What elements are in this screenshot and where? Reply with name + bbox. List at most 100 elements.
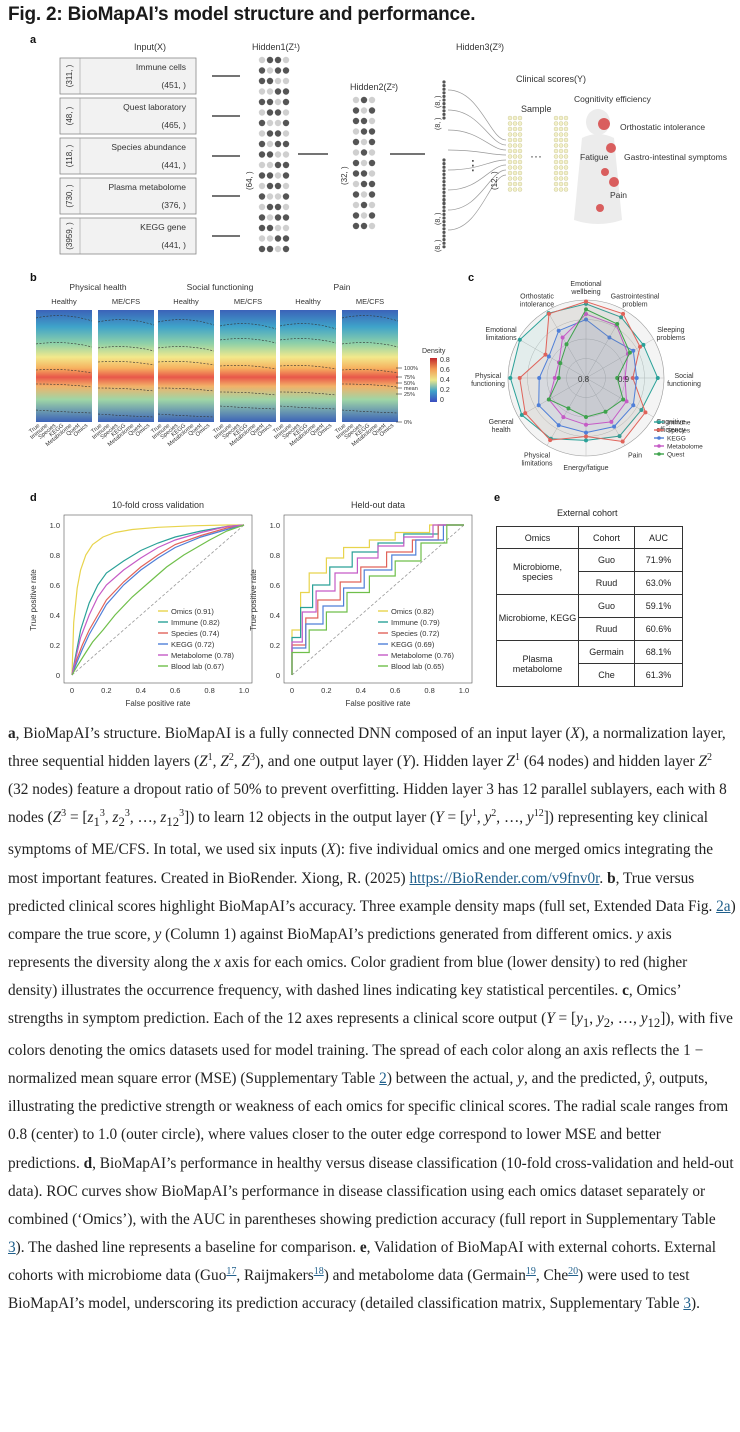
roc-legend-label: Omics (0.82) bbox=[391, 607, 434, 616]
roc-curve bbox=[291, 524, 464, 675]
radar-legend-label: Immune bbox=[667, 420, 691, 427]
radar-point bbox=[566, 406, 571, 411]
sublayer-dim: (8, ) bbox=[435, 213, 442, 225]
radar-point bbox=[643, 410, 648, 415]
roc-legend-label: Omics (0.91) bbox=[171, 607, 214, 616]
input-samples: (451, ) bbox=[161, 80, 186, 90]
auc-cell: 59.1% bbox=[634, 594, 683, 618]
input-name: Immune cells bbox=[136, 62, 186, 72]
roc-curve bbox=[71, 524, 245, 676]
subgroup-title: ME/CFS bbox=[234, 297, 262, 306]
radar-axis-label: Social functioning bbox=[667, 373, 701, 388]
percentile-tick: 25% bbox=[404, 392, 415, 398]
radar-point bbox=[584, 415, 588, 419]
radar-point bbox=[615, 376, 620, 380]
radar-point bbox=[631, 403, 636, 408]
table-row: Ruud 60.6% bbox=[497, 617, 683, 641]
radar-point bbox=[617, 434, 622, 439]
input-box bbox=[59, 57, 197, 95]
roc-curve bbox=[291, 524, 464, 675]
sublayer-dim: (8, ) bbox=[435, 118, 442, 130]
roc-legend-label: Metabolome (0.76) bbox=[391, 651, 454, 660]
input-features: (118, ) bbox=[65, 144, 74, 167]
radar-point bbox=[519, 413, 524, 418]
roc-title: Held-out data bbox=[351, 500, 405, 510]
input-name: KEGG gene bbox=[140, 222, 186, 232]
roc-x-tick: 1.0 bbox=[459, 686, 469, 695]
hidden3-dim: (12, ) bbox=[490, 171, 499, 190]
radar-point bbox=[639, 407, 644, 412]
external-cohort-table: Omics Cohort AUC Microbiome, species Guo… bbox=[496, 526, 683, 687]
supp-table-2-link[interactable]: 2 bbox=[379, 1070, 387, 1088]
roc-curve bbox=[291, 524, 464, 675]
biorender-link[interactable]: https://BioRender.com/v9fnv0r bbox=[409, 869, 600, 887]
table-row: Ruud 63.0% bbox=[497, 571, 683, 595]
symptom-label: Gastro-intestinal symptoms bbox=[624, 152, 727, 162]
radar-axis-label: Gastrointestinal problem bbox=[611, 293, 660, 308]
roc-ylabel: True positive rate bbox=[29, 569, 38, 631]
radar-axis-label: Emotional wellbeing bbox=[570, 281, 602, 296]
radar-point bbox=[627, 350, 632, 355]
radar-legend-label: Quest bbox=[667, 452, 685, 459]
subgroup-title: Healthy bbox=[173, 297, 199, 306]
roc-y-tick: 0.8 bbox=[50, 551, 60, 560]
radar-legend-label: Metabolome bbox=[667, 444, 703, 451]
supp-table-3b-link[interactable]: 3 bbox=[683, 1294, 691, 1312]
panel-c-label: c bbox=[468, 272, 475, 284]
radar-axis-label: Physical limitations bbox=[521, 453, 553, 468]
panel-a: a Input(X) Hidden1(Z¹) Hidden2(Z²) Hidde… bbox=[0, 30, 740, 270]
input-features: (311, ) bbox=[65, 64, 74, 87]
radar-axis-label: Orthostatic intolerance bbox=[520, 293, 555, 308]
roc-x-tick: 0.2 bbox=[321, 686, 331, 695]
input-samples: (441, ) bbox=[161, 160, 186, 170]
supp-table-3-link[interactable]: 3 bbox=[8, 1238, 16, 1256]
roc-baseline bbox=[291, 524, 465, 676]
roc-x-tick: 0 bbox=[70, 686, 74, 695]
roc-legend-label: Blood lab (0.65) bbox=[391, 662, 444, 671]
radar-point bbox=[615, 321, 620, 326]
external-cohort-title: External cohort bbox=[557, 508, 618, 518]
radar-point bbox=[623, 376, 627, 380]
radar-point bbox=[536, 403, 541, 408]
cohort-cell: Guo bbox=[578, 548, 635, 572]
roc-title: 10-fold cross validation bbox=[112, 500, 204, 510]
auc-cell: 60.6% bbox=[634, 617, 683, 641]
figure-title: Fig. 2: BioMapAI’s model structure and p… bbox=[8, 4, 476, 25]
radar-legend-label: KEGG bbox=[667, 436, 686, 443]
radar-point bbox=[543, 352, 548, 357]
ext-fig-link[interactable]: 2a bbox=[716, 897, 731, 915]
panel-d-label: d bbox=[30, 492, 37, 504]
table-row: Che 61.3% bbox=[497, 663, 683, 687]
density-tick: 0.4 bbox=[440, 377, 450, 384]
clinical-header: Clinical scores(Y) bbox=[516, 74, 586, 84]
roc-legend-label: Metabolome (0.78) bbox=[171, 651, 234, 660]
panel-a-label: a bbox=[30, 34, 37, 46]
panel-b-label: b bbox=[30, 272, 37, 284]
omics-cell: Microbiome, KEGG bbox=[496, 594, 579, 641]
roc-y-tick: 0.2 bbox=[270, 641, 280, 650]
radar-point bbox=[612, 424, 617, 429]
group-title: Physical health bbox=[69, 282, 126, 292]
roc-curve bbox=[71, 524, 244, 676]
input-header: Input(X) bbox=[134, 42, 166, 52]
radar-point bbox=[584, 307, 588, 312]
roc-legend-label: Immune (0.82) bbox=[171, 618, 220, 627]
input-samples: (465, ) bbox=[161, 120, 186, 130]
ref-19-link[interactable]: 19 bbox=[525, 1265, 536, 1277]
hidden2-header: Hidden2(Z²) bbox=[350, 82, 398, 92]
roc-x-tick: 1.0 bbox=[239, 686, 249, 695]
sublayer-dim: (8, ) bbox=[435, 240, 442, 252]
roc-chart: Held-out data 0 0 0.2 0.2 0.4 0.4 0.6 0.6 0.8 0.8 1… bbox=[249, 500, 473, 708]
col-cohort: Cohort bbox=[578, 526, 635, 549]
ref-17-link[interactable]: 17 bbox=[226, 1265, 237, 1277]
radar-point bbox=[517, 376, 522, 380]
auc-cell: 63.0% bbox=[634, 571, 683, 595]
roc-x-tick: 0.6 bbox=[170, 686, 180, 695]
hidden3-header: Hidden3(Z³) bbox=[456, 42, 504, 52]
ref-20-link[interactable]: 20 bbox=[568, 1265, 579, 1277]
radar-point bbox=[584, 434, 588, 439]
density-tick: 0.8 bbox=[440, 357, 450, 364]
density-colorbar bbox=[430, 358, 437, 402]
ref-18-link[interactable]: 18 bbox=[313, 1265, 324, 1277]
subgroup-title: ME/CFS bbox=[112, 297, 140, 306]
